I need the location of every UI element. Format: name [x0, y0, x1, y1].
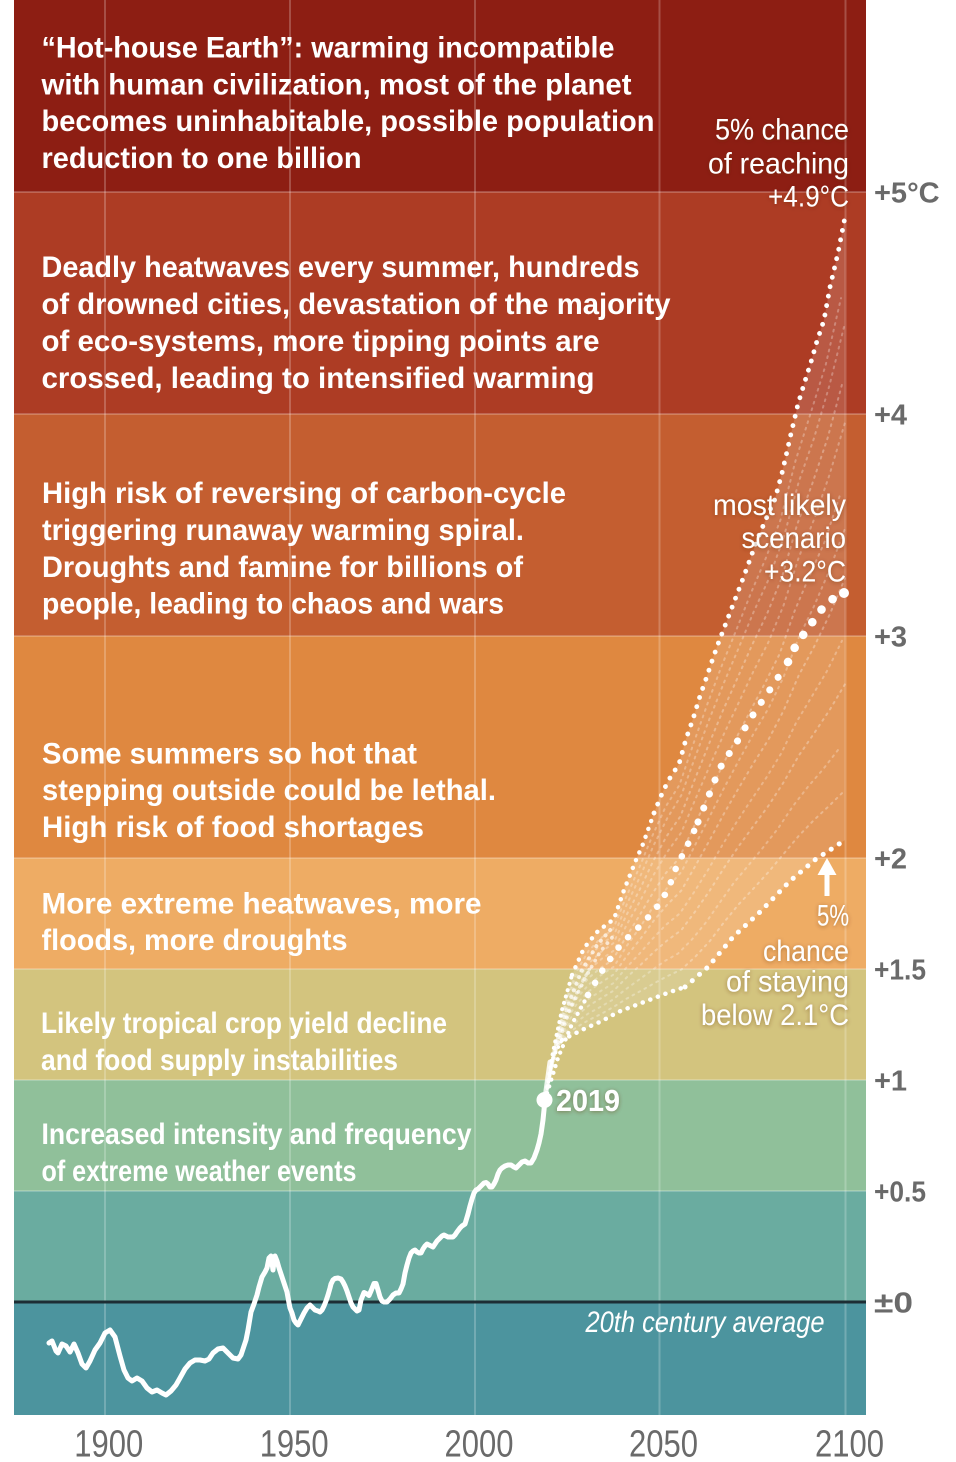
svg-text:+1.5: +1.5: [874, 954, 926, 986]
svg-text:people, leading to chaos and w: people, leading to chaos and wars: [42, 588, 504, 621]
svg-text:2050: 2050: [629, 1424, 698, 1462]
svg-text:triggering runaway warming spi: triggering runaway warming spiral.: [42, 514, 524, 547]
svg-text:below 2.1°C: below 2.1°C: [701, 999, 849, 1032]
svg-text:+3: +3: [874, 621, 907, 653]
svg-text:20th century average: 20th century average: [585, 1306, 825, 1339]
svg-text:Droughts and famine for billio: Droughts and famine for billions of: [42, 551, 524, 584]
svg-text:+3.2°C: +3.2°C: [764, 556, 846, 589]
svg-text:High risk of reversing of carb: High risk of reversing of carbon-cycle: [42, 477, 566, 510]
svg-text:±0: ±0: [874, 1287, 913, 1319]
svg-text:chance: chance: [763, 935, 849, 968]
svg-text:+2: +2: [874, 843, 907, 875]
svg-text:+1: +1: [874, 1065, 907, 1097]
svg-text:becomes uninhabitable, possibl: becomes uninhabitable, possible populati…: [42, 105, 655, 138]
svg-text:1900: 1900: [74, 1424, 143, 1462]
svg-text:2000: 2000: [445, 1424, 514, 1462]
svg-text:2019: 2019: [556, 1083, 620, 1118]
svg-text:scenario: scenario: [742, 522, 847, 555]
svg-text:More extreme heatwaves, more: More extreme heatwaves, more: [42, 887, 482, 920]
svg-text:floods, more droughts: floods, more droughts: [42, 924, 348, 957]
svg-text:Increased intensity and freque: Increased intensity and frequency: [42, 1118, 472, 1151]
svg-text:High risk of food shortages: High risk of food shortages: [42, 811, 424, 844]
svg-text:of extreme weather events: of extreme weather events: [42, 1155, 357, 1188]
svg-text:most likely: most likely: [713, 489, 846, 522]
svg-text:+4.9°C: +4.9°C: [768, 180, 849, 213]
svg-text:of drowned cities, devastation: of drowned cities, devastation of the ma…: [42, 288, 671, 321]
svg-text:of staying: of staying: [726, 966, 849, 999]
svg-text:+0.5: +0.5: [874, 1176, 926, 1208]
svg-text:Some summers so hot that: Some summers so hot that: [42, 737, 417, 770]
svg-text:5% chance: 5% chance: [715, 114, 849, 147]
svg-text:Likely tropical crop yield dec: Likely tropical crop yield decline: [41, 1007, 447, 1040]
svg-text:1950: 1950: [260, 1424, 329, 1462]
svg-text:stepping outside could be leth: stepping outside could be lethal.: [42, 774, 496, 807]
svg-text:+5°C: +5°C: [874, 177, 940, 209]
svg-text:2100: 2100: [815, 1424, 884, 1462]
svg-text:crossed, leading to intensifie: crossed, leading to intensified warming: [42, 362, 595, 395]
svg-text:of eco-systems, more tipping p: of eco-systems, more tipping points are: [42, 325, 600, 358]
svg-text:and food supply instabilities: and food supply instabilities: [41, 1044, 398, 1077]
svg-text:reduction to one billion: reduction to one billion: [42, 142, 362, 175]
svg-text:Deadly heatwaves every summer,: Deadly heatwaves every summer, hundreds: [42, 251, 640, 284]
svg-text:of reaching: of reaching: [708, 147, 849, 180]
svg-text:“Hot-house Earth”: warming inc: “Hot-house Earth”: warming incompatible: [42, 32, 615, 65]
svg-text:with human civilization, most: with human civilization, most of the pla…: [41, 68, 632, 101]
svg-text:+4: +4: [874, 399, 907, 431]
svg-text:5%: 5%: [817, 899, 849, 932]
